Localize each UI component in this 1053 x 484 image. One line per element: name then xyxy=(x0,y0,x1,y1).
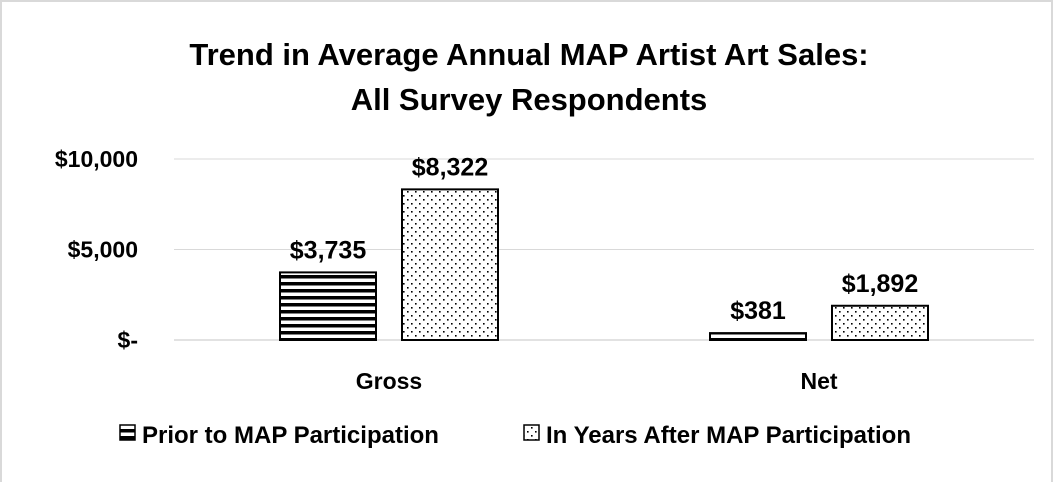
bar-gross-series-2 xyxy=(401,188,499,341)
legend: Prior to MAP Participation In Years After… xyxy=(119,422,911,449)
y-tick-label: $- xyxy=(118,327,138,353)
legend-label: In Years After MAP Participation xyxy=(546,422,911,449)
legend-swatch xyxy=(119,424,136,441)
bars xyxy=(279,188,929,342)
x-category-label: Gross xyxy=(356,368,422,394)
data-label: $3,735 xyxy=(290,236,367,264)
y-axis-ticks: $- $5,000 $10,000 xyxy=(55,146,138,353)
bar-gross-series-1 xyxy=(279,271,377,342)
legend-swatch xyxy=(523,424,540,441)
data-label: $381 xyxy=(730,297,786,325)
data-label: $8,322 xyxy=(412,153,488,181)
chart-title-line-2: All Survey Respondents xyxy=(351,82,708,117)
x-axis-categories: Gross Net xyxy=(356,368,838,394)
chart-title-line-1: Trend in Average Annual MAP Artist Art S… xyxy=(189,37,868,72)
bar-net-series-2 xyxy=(831,304,929,341)
y-tick-label: $10,000 xyxy=(55,146,138,172)
data-label: $1,892 xyxy=(842,270,918,298)
x-category-label: Net xyxy=(800,368,837,394)
data-labels: $3,735 $8,322 $381 $1,892 xyxy=(290,153,918,325)
bar-net-series-1 xyxy=(709,332,807,342)
y-tick-label: $5,000 xyxy=(68,237,138,263)
legend-label: Prior to MAP Participation xyxy=(142,422,439,449)
